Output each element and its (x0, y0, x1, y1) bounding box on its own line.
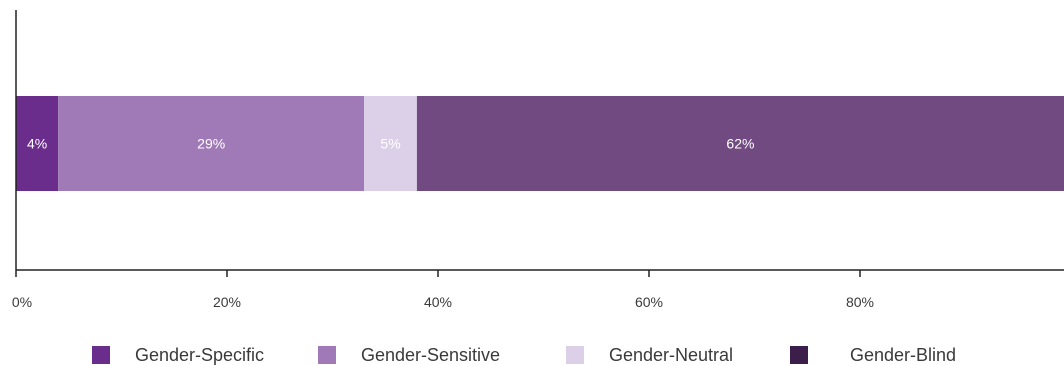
bar-group: 4% 29% 5% 62% (16, 96, 1064, 191)
bar-segment-gender-neutral (364, 96, 417, 191)
bar-segment-gender-specific (16, 96, 59, 191)
legend: Gender-Specific Gender-Sensitive Gender-… (0, 342, 1064, 364)
x-axis-ticks: 0% 20% 40% 60% 80% (12, 270, 874, 310)
x-tick-label: 60% (635, 294, 663, 310)
bar-segment-gender-blind (416, 96, 1064, 191)
x-tick-label: 80% (846, 294, 874, 310)
x-tick-label: 0% (12, 294, 32, 310)
bar-segment-gender-sensitive (58, 96, 365, 191)
legend-label-gender-sensitive: Gender-Sensitive (361, 345, 501, 365)
x-tick-label: 20% (213, 294, 241, 310)
legend-label-gender-neutral: Gender-Neutral (609, 345, 734, 365)
legend-item-gender-sensitive: Gender-Sensitive (318, 346, 500, 364)
legend-swatch-gender-neutral (566, 346, 584, 364)
legend-swatch-gender-specific (92, 346, 110, 364)
legend-label-gender-blind: Gender-Blind (850, 345, 957, 365)
legend-item-gender-specific: Gender-Specific (92, 346, 264, 364)
legend-swatch-gender-sensitive (318, 346, 336, 364)
x-tick-label: 40% (424, 294, 452, 310)
data-label-gender-specific: 4% (27, 136, 47, 152)
data-label-gender-neutral: 5% (380, 136, 400, 152)
legend-item-gender-blind: Gender-Blind (790, 346, 956, 364)
legend-label-gender-specific: Gender-Specific (135, 345, 265, 365)
data-label-gender-sensitive: 29% (197, 136, 225, 152)
legend-swatch-gender-blind (790, 346, 808, 364)
data-label-gender-blind: 62% (726, 136, 754, 152)
legend-item-gender-neutral: Gender-Neutral (566, 346, 733, 364)
